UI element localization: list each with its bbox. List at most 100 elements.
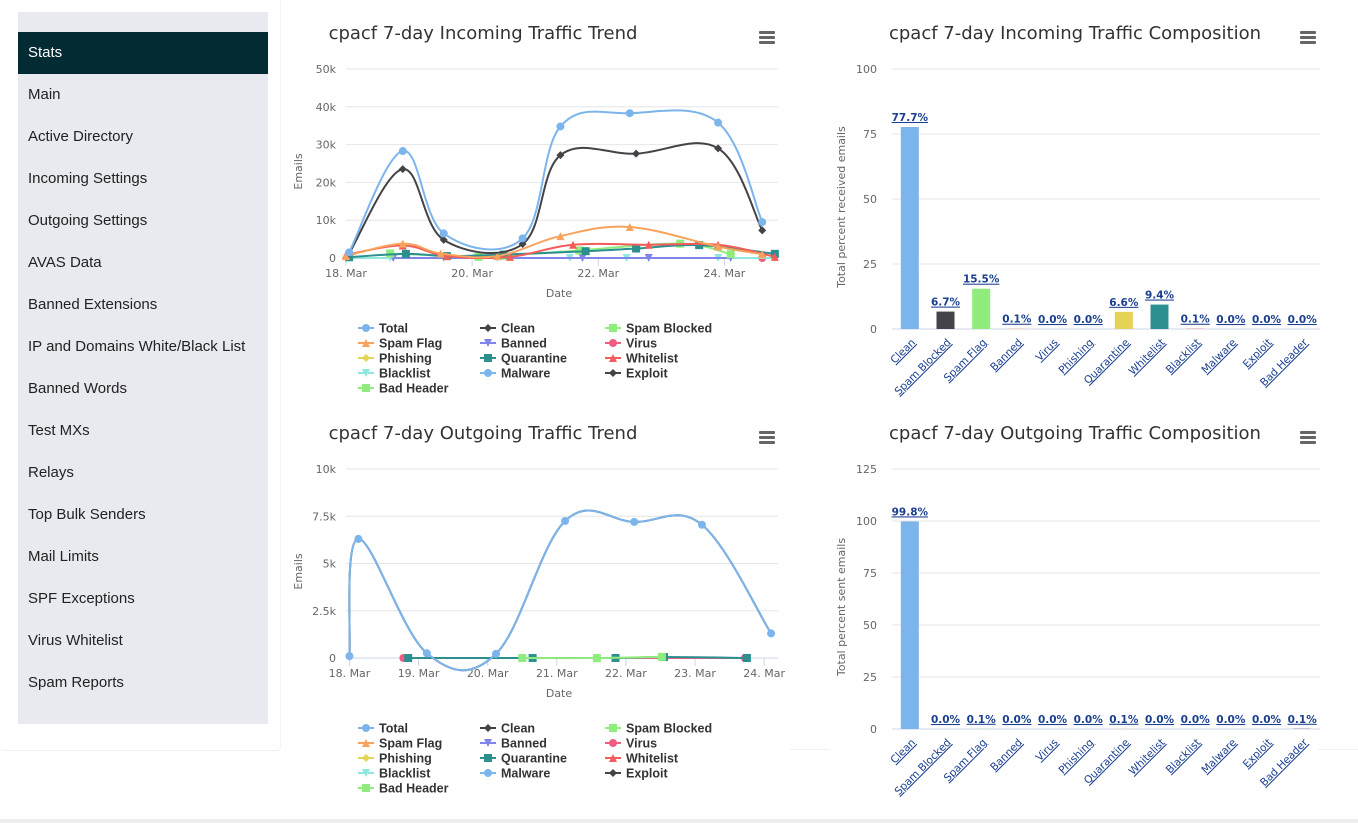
- chart-menu-button[interactable]: [1300, 431, 1316, 444]
- legend-item-phishing[interactable]: Phishing: [358, 752, 432, 766]
- bar-spam-flag[interactable]: [972, 288, 991, 329]
- data-label[interactable]: 0.1%: [1181, 314, 1211, 326]
- data-point: [556, 151, 565, 160]
- data-label[interactable]: 0.0%: [1002, 714, 1032, 726]
- sidebar-item-incoming-settings[interactable]: Incoming Settings: [28, 170, 148, 187]
- bar-quarantine[interactable]: [1114, 311, 1133, 329]
- data-label[interactable]: 0.0%: [931, 714, 961, 726]
- category-link[interactable]: Exploit: [1241, 737, 1275, 771]
- sidebar-item-virus-whitelist[interactable]: Virus Whitelist: [28, 632, 123, 649]
- data-label[interactable]: 0.1%: [1109, 714, 1139, 726]
- legend-item-total[interactable]: Total: [358, 322, 408, 336]
- legend-item-exploit[interactable]: Exploit: [605, 767, 669, 781]
- sidebar-item-ip-and-domains-white-black-list[interactable]: IP and Domains White/Black List: [28, 338, 246, 355]
- chart-menu-button[interactable]: [759, 31, 775, 44]
- data-label[interactable]: 6.7%: [931, 297, 961, 309]
- data-label[interactable]: 0.0%: [1074, 314, 1104, 326]
- data-label[interactable]: 0.0%: [1252, 314, 1282, 326]
- sidebar-item-mail-limits[interactable]: Mail Limits: [28, 548, 99, 565]
- menu-bar: [1300, 36, 1316, 39]
- data-point: [493, 252, 502, 261]
- bar-clean[interactable]: [900, 521, 919, 729]
- legend-item-malware[interactable]: Malware: [480, 367, 550, 381]
- sidebar-item-banned-words[interactable]: Banned Words: [28, 380, 127, 397]
- data-label[interactable]: 15.5%: [963, 274, 1000, 286]
- chart-menu-button[interactable]: [1300, 31, 1316, 44]
- sidebar-item-top-bulk-senders[interactable]: Top Bulk Senders: [28, 506, 146, 523]
- legend-item-virus[interactable]: Virus: [605, 337, 657, 351]
- category-link[interactable]: Blacklist: [1164, 737, 1203, 776]
- data-label[interactable]: 0.0%: [1252, 714, 1282, 726]
- data-label[interactable]: 0.0%: [1038, 314, 1068, 326]
- sidebar-item-outgoing-settings[interactable]: Outgoing Settings: [28, 212, 148, 229]
- legend-item-total[interactable]: Total: [358, 722, 408, 736]
- data-point: [632, 149, 641, 158]
- legend-item-bad-header[interactable]: Bad Header: [358, 382, 449, 396]
- sidebar-item-avas-data[interactable]: AVAS Data: [28, 254, 102, 271]
- data-label[interactable]: 99.8%: [892, 506, 929, 518]
- category-link[interactable]: Exploit: [1241, 337, 1275, 371]
- hamburger-menu-icon[interactable]: [759, 431, 775, 444]
- legend-item-spam-flag[interactable]: Spam Flag: [358, 737, 442, 751]
- data-point: [345, 248, 354, 257]
- category-link[interactable]: Whitelist: [1127, 337, 1168, 378]
- category-link[interactable]: Whitelist: [1127, 737, 1168, 778]
- legend-item-spam-blocked[interactable]: Spam Blocked: [605, 322, 712, 336]
- sidebar-item-spam-reports[interactable]: Spam Reports: [28, 674, 124, 691]
- data-label[interactable]: 6.6%: [1109, 297, 1139, 309]
- bar-clean[interactable]: [900, 126, 919, 329]
- data-label[interactable]: 0.1%: [1002, 314, 1032, 326]
- category-link[interactable]: Virus: [1034, 337, 1061, 364]
- legend-item-virus[interactable]: Virus: [605, 737, 657, 751]
- legend-item-phishing[interactable]: Phishing: [358, 352, 432, 366]
- data-label[interactable]: 0.0%: [1216, 314, 1246, 326]
- sidebar-item-banned-extensions[interactable]: Banned Extensions: [28, 296, 158, 313]
- data-label[interactable]: 0.1%: [967, 714, 997, 726]
- legend-item-banned[interactable]: Banned: [480, 737, 547, 751]
- sidebar-item-test-mxs[interactable]: Test MXs: [28, 422, 90, 439]
- data-label[interactable]: 0.0%: [1216, 714, 1246, 726]
- category-link[interactable]: Virus: [1034, 737, 1061, 764]
- data-label[interactable]: 0.0%: [1288, 314, 1318, 326]
- legend-item-spam-flag[interactable]: Spam Flag: [358, 337, 442, 351]
- sidebar-item-active-directory[interactable]: Active Directory: [28, 128, 134, 145]
- data-label[interactable]: 9.4%: [1145, 290, 1175, 302]
- hamburger-menu-icon[interactable]: [1300, 431, 1316, 444]
- legend-item-whitelist[interactable]: Whitelist: [605, 352, 679, 366]
- hamburger-menu-icon[interactable]: [1300, 31, 1316, 44]
- data-label[interactable]: 0.0%: [1074, 714, 1104, 726]
- bar-whitelist[interactable]: [1150, 304, 1169, 329]
- category-link[interactable]: Malware: [1199, 737, 1239, 777]
- legend-item-blacklist[interactable]: Blacklist: [358, 367, 431, 381]
- legend-item-quarantine[interactable]: Quarantine: [480, 752, 567, 766]
- sidebar-item-main[interactable]: Main: [28, 86, 61, 103]
- legend-item-clean[interactable]: Clean: [480, 322, 535, 336]
- legend-item-blacklist[interactable]: Blacklist: [358, 767, 431, 781]
- data-label[interactable]: 0.0%: [1181, 714, 1211, 726]
- category-link[interactable]: Clean: [888, 337, 918, 367]
- legend-item-whitelist[interactable]: Whitelist: [605, 752, 679, 766]
- legend-item-malware[interactable]: Malware: [480, 767, 550, 781]
- legend-item-quarantine[interactable]: Quarantine: [480, 352, 567, 366]
- category-link[interactable]: Banned: [988, 737, 1025, 774]
- sidebar-item-stats[interactable]: Stats: [18, 32, 268, 74]
- category-link[interactable]: Blacklist: [1164, 337, 1203, 376]
- sidebar-item-spf-exceptions[interactable]: SPF Exceptions: [28, 590, 135, 607]
- legend-item-banned[interactable]: Banned: [480, 337, 547, 351]
- bar-spam-blocked[interactable]: [936, 311, 955, 329]
- legend-item-bad-header[interactable]: Bad Header: [358, 782, 449, 796]
- hamburger-menu-icon[interactable]: [759, 31, 775, 44]
- legend-item-clean[interactable]: Clean: [480, 722, 535, 736]
- category-link[interactable]: Clean: [888, 737, 918, 767]
- legend-item-spam-blocked[interactable]: Spam Blocked: [605, 722, 712, 736]
- category-link[interactable]: Malware: [1199, 337, 1239, 377]
- category-link[interactable]: Banned: [988, 337, 1025, 374]
- chart-menu-button[interactable]: [759, 431, 775, 444]
- data-label[interactable]: 0.1%: [1288, 714, 1318, 726]
- sidebar-item-relays[interactable]: Relays: [28, 464, 74, 481]
- legend-item-exploit[interactable]: Exploit: [605, 367, 669, 381]
- data-label[interactable]: 0.0%: [1038, 714, 1068, 726]
- data-label[interactable]: 0.0%: [1145, 714, 1175, 726]
- data-label[interactable]: 77.7%: [892, 112, 929, 124]
- legend-symbol-icon: [609, 369, 617, 377]
